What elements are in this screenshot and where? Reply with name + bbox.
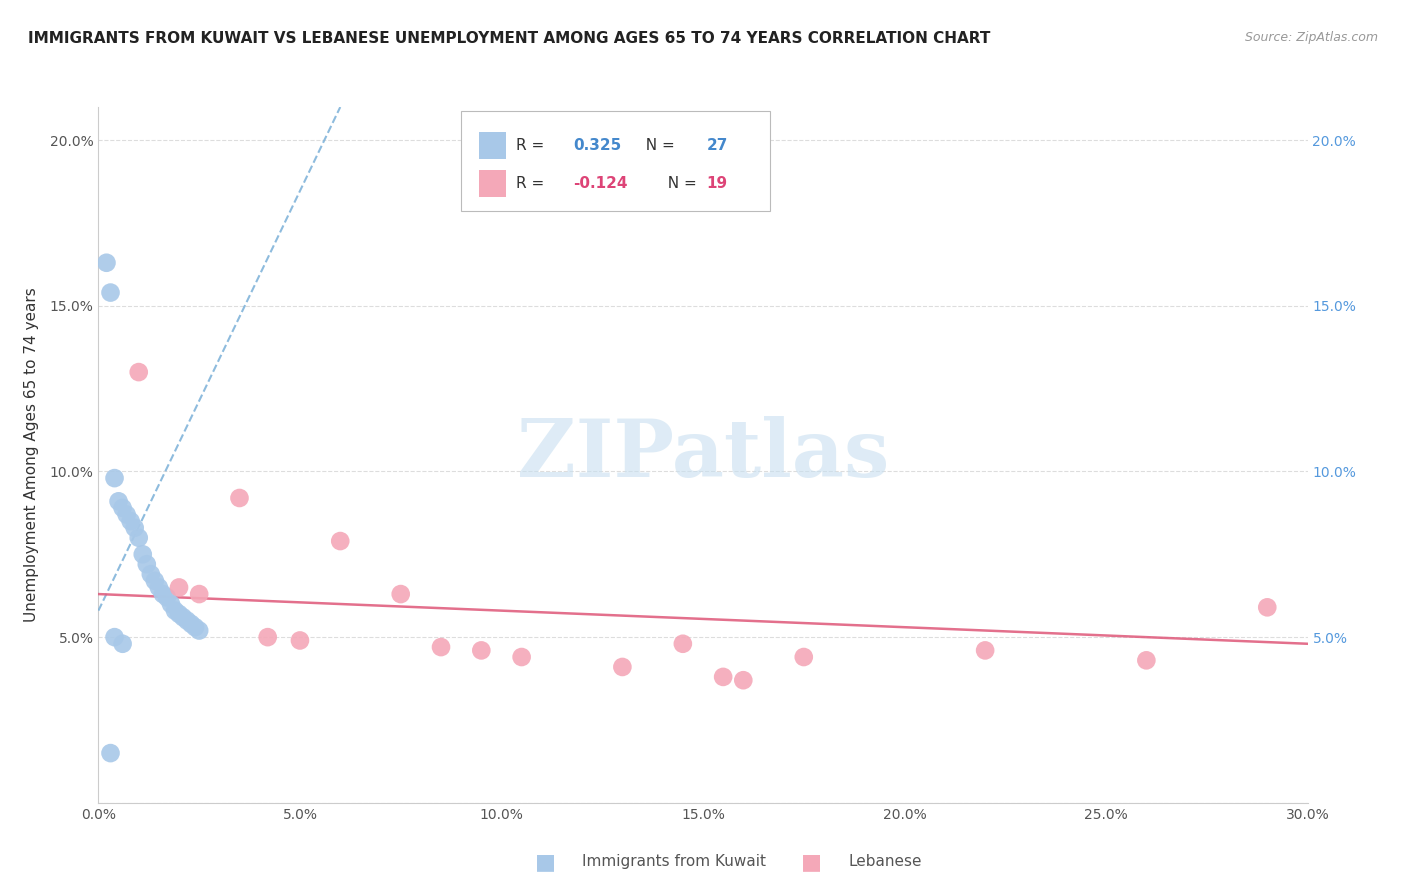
- Text: IMMIGRANTS FROM KUWAIT VS LEBANESE UNEMPLOYMENT AMONG AGES 65 TO 74 YEARS CORREL: IMMIGRANTS FROM KUWAIT VS LEBANESE UNEMP…: [28, 31, 990, 46]
- FancyBboxPatch shape: [479, 132, 506, 159]
- Point: [139, 567, 162, 582]
- Point: [1135, 653, 1157, 667]
- Point: [167, 581, 190, 595]
- Text: 0.325: 0.325: [574, 137, 621, 153]
- Point: [389, 587, 412, 601]
- Point: [184, 620, 207, 634]
- Point: [228, 491, 250, 505]
- FancyBboxPatch shape: [461, 111, 769, 211]
- Point: [148, 581, 170, 595]
- Point: [132, 547, 155, 561]
- Point: [111, 637, 134, 651]
- Point: [180, 616, 202, 631]
- Point: [288, 633, 311, 648]
- Text: R =: R =: [516, 137, 548, 153]
- Text: N =: N =: [658, 176, 702, 191]
- Point: [733, 673, 755, 688]
- Text: Source: ZipAtlas.com: Source: ZipAtlas.com: [1244, 31, 1378, 45]
- Text: Lebanese: Lebanese: [848, 855, 921, 870]
- Point: [128, 365, 150, 379]
- Point: [124, 521, 146, 535]
- Point: [115, 508, 138, 522]
- Point: [120, 514, 142, 528]
- Point: [176, 614, 198, 628]
- Point: [160, 597, 183, 611]
- Text: ■: ■: [536, 852, 557, 872]
- Point: [612, 660, 634, 674]
- Text: 19: 19: [707, 176, 728, 191]
- Point: [172, 610, 194, 624]
- Point: [135, 558, 157, 572]
- Point: [103, 471, 125, 485]
- Text: R =: R =: [516, 176, 548, 191]
- Point: [672, 637, 695, 651]
- Point: [256, 630, 278, 644]
- FancyBboxPatch shape: [479, 170, 506, 197]
- Text: ZIPatlas: ZIPatlas: [517, 416, 889, 494]
- Point: [107, 494, 129, 508]
- Point: [188, 624, 211, 638]
- Point: [163, 604, 186, 618]
- Point: [329, 534, 352, 549]
- Point: [128, 531, 150, 545]
- Point: [100, 285, 122, 300]
- Point: [111, 500, 134, 515]
- Point: [430, 640, 453, 654]
- Point: [96, 256, 118, 270]
- Point: [711, 670, 734, 684]
- Text: -0.124: -0.124: [574, 176, 628, 191]
- Point: [167, 607, 190, 621]
- Point: [974, 643, 997, 657]
- Point: [143, 574, 166, 588]
- Point: [156, 591, 179, 605]
- Text: N =: N =: [637, 137, 681, 153]
- Point: [1256, 600, 1278, 615]
- Text: 27: 27: [707, 137, 728, 153]
- Point: [510, 650, 533, 665]
- Point: [793, 650, 815, 665]
- Y-axis label: Unemployment Among Ages 65 to 74 years: Unemployment Among Ages 65 to 74 years: [24, 287, 38, 623]
- Point: [470, 643, 492, 657]
- Point: [188, 587, 211, 601]
- Point: [103, 630, 125, 644]
- Point: [152, 587, 174, 601]
- Text: Immigrants from Kuwait: Immigrants from Kuwait: [582, 855, 766, 870]
- Text: ■: ■: [801, 852, 823, 872]
- Point: [100, 746, 122, 760]
